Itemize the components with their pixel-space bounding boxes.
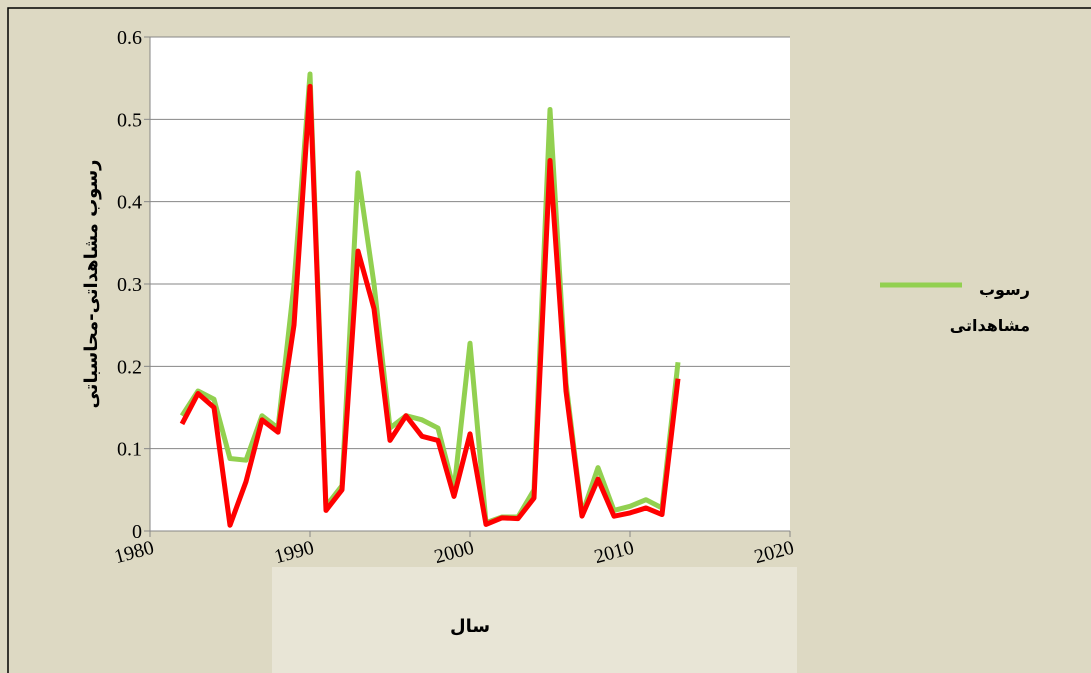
x-tick-label: 2010 bbox=[592, 537, 636, 569]
y-tick-label: 0.4 bbox=[117, 192, 142, 214]
y-tick-label: 0.3 bbox=[117, 274, 142, 296]
x-tick-label: 1990 bbox=[272, 537, 316, 569]
y-tick-label: 0.1 bbox=[117, 439, 142, 461]
y-tick-label: 0.6 bbox=[117, 27, 142, 49]
y-axis-title: رسوب مشاهداتی-محاسباتی bbox=[81, 159, 102, 408]
watermark bbox=[272, 567, 797, 673]
y-tick-label: 0.2 bbox=[117, 356, 142, 378]
x-tick-label: 2000 bbox=[432, 537, 476, 569]
legend-label: رسوب مشاهداتی bbox=[900, 272, 1030, 344]
x-axis-title: سال bbox=[450, 616, 490, 637]
y-tick-label: 0.5 bbox=[117, 109, 142, 131]
page: سال رسوب مشاهداتی-محاسباتی 00.10.20.30.4… bbox=[0, 0, 1091, 673]
x-tick-label: 1980 bbox=[112, 537, 156, 569]
x-tick-label: 2020 bbox=[752, 537, 796, 569]
